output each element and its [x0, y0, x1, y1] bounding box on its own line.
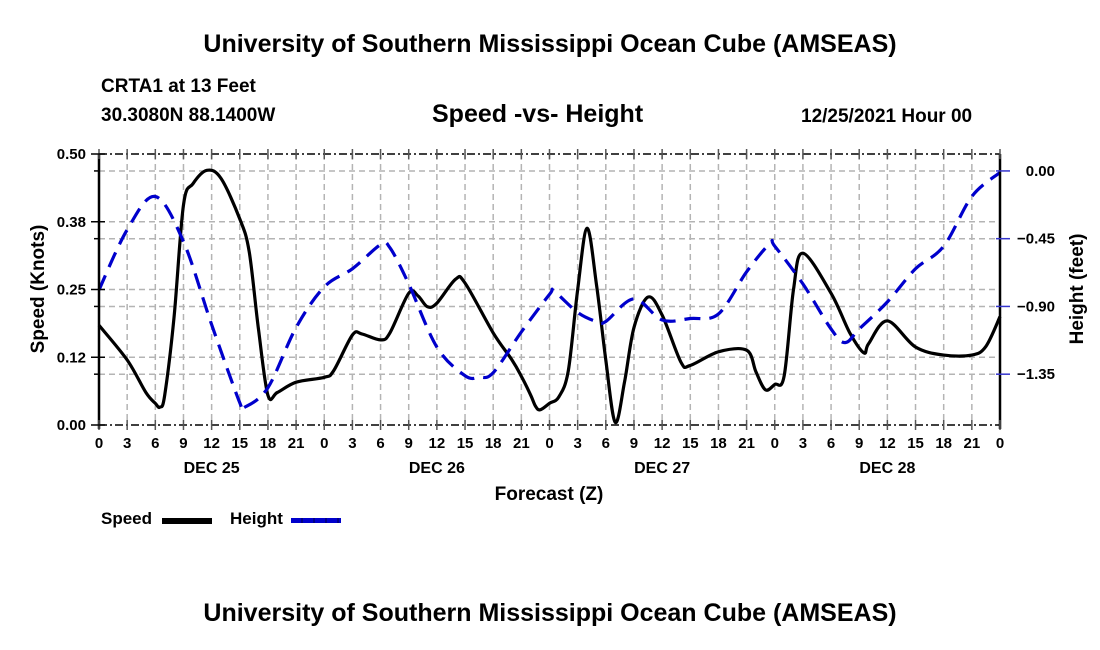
chart-title: Speed -vs- Height [432, 100, 644, 128]
x-day-label: DEC 27 [634, 460, 690, 477]
y2-tick-label: −0.90 [1017, 298, 1055, 315]
x-tick-label: 3 [348, 435, 356, 452]
x-tick-label: 15 [231, 435, 248, 452]
y2-axis-title: Height (feet) [1067, 234, 1088, 345]
y2-tick-label: 0.00 [1026, 163, 1055, 180]
x-tick-label: 6 [376, 435, 384, 452]
x-tick-label: 0 [320, 435, 328, 452]
x-tick-label: 12 [879, 435, 896, 452]
axes: 0 3 6 9 12 15 18 21 0 3 6 9 12 15 18 21 0 3 6 9 12 15 18 21 0 3 6 9… [57, 146, 1055, 477]
x-tick-label: 9 [179, 435, 187, 452]
x-tick-label: 15 [682, 435, 699, 452]
legend-speed-label: Speed [101, 509, 153, 528]
x-tick-label: 21 [288, 435, 305, 452]
series-line-height [97, 171, 1002, 413]
y-tick-label: 0.00 [57, 417, 86, 434]
x-tick-label: 9 [855, 435, 863, 452]
x-tick-label: 0 [545, 435, 553, 452]
x-tick-label: 0 [996, 435, 1004, 452]
x-tick-label: 18 [710, 435, 727, 452]
x-axis-title: Forecast (Z) [495, 484, 604, 505]
x-tick-label: 12 [429, 435, 446, 452]
x-tick-label: 9 [630, 435, 638, 452]
x-tick-label: 0 [95, 435, 103, 452]
axis-labels: Forecast (Z) Speed (Knots) Height (feet) [28, 225, 1088, 505]
y-tick-label: 0.12 [57, 349, 86, 366]
x-tick-label: 18 [260, 435, 277, 452]
x-tick-label: 3 [799, 435, 807, 452]
grid-lines [99, 154, 1000, 425]
legend-speed-swatch [162, 518, 212, 524]
y2-tick-label: −1.35 [1017, 366, 1055, 383]
x-day-label: DEC 25 [184, 460, 240, 477]
x-tick-label: 21 [738, 435, 755, 452]
x-tick-label: 3 [123, 435, 131, 452]
x-tick-label: 21 [964, 435, 981, 452]
main-title: University of Southern Mississippi Ocean… [203, 30, 897, 58]
footer-title: University of Southern Mississippi Ocean… [203, 599, 897, 627]
x-tick-label: 15 [457, 435, 474, 452]
x-tick-label: 3 [573, 435, 581, 452]
x-tick-label: 9 [405, 435, 413, 452]
x-tick-label: 12 [203, 435, 220, 452]
y-tick-label: 0.25 [57, 282, 86, 299]
y-axis-title: Speed (Knots) [28, 225, 49, 354]
series-line-speed [97, 168, 1002, 424]
station-label: CRTA1 at 13 Feet [101, 76, 256, 97]
x-tick-label: 0 [771, 435, 779, 452]
x-tick-label: 6 [602, 435, 610, 452]
x-day-label: DEC 28 [859, 460, 915, 477]
x-tick-label: 18 [935, 435, 952, 452]
y2-tick-label: −0.45 [1017, 231, 1055, 248]
coordinates-label: 30.3080N 88.1400W [101, 105, 276, 126]
run-date-label: 12/25/2021 Hour 00 [801, 106, 973, 127]
legend-height-label: Height [230, 509, 283, 528]
y-tick-label: 0.38 [57, 214, 86, 231]
legend-height-swatch [291, 518, 341, 523]
x-tick-label: 21 [513, 435, 530, 452]
x-tick-label: 15 [907, 435, 924, 452]
x-tick-label: 18 [485, 435, 502, 452]
series-group [97, 168, 1002, 424]
x-tick-label: 6 [151, 435, 159, 452]
x-tick-label: 6 [827, 435, 835, 452]
x-tick-label: 12 [654, 435, 671, 452]
y-tick-label: 0.50 [57, 146, 86, 163]
x-day-label: DEC 26 [409, 460, 465, 477]
